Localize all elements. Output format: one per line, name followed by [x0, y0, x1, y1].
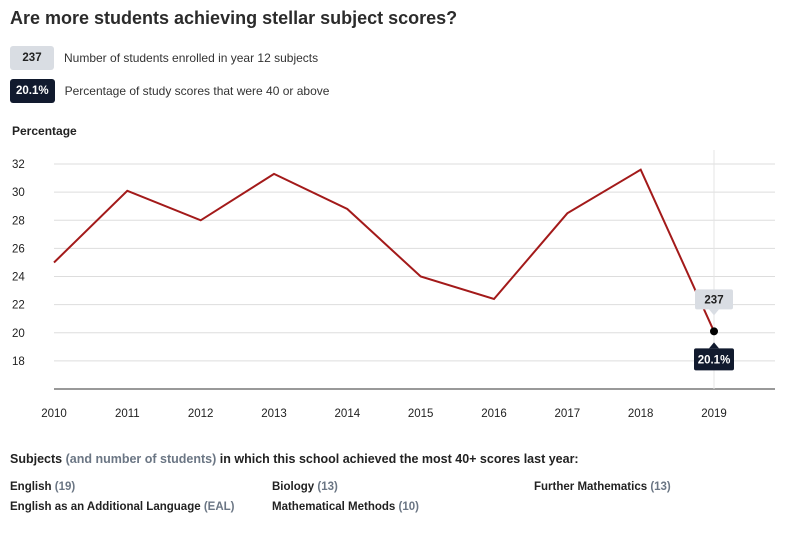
subject-count: (19): [54, 481, 76, 493]
y-tick-label: 18: [12, 356, 25, 368]
subject-name: English as an Additional Language: [10, 501, 201, 513]
y-tick-label: 26: [12, 243, 25, 255]
students-badge: 237: [10, 46, 54, 70]
subject-count: (13): [650, 481, 671, 493]
x-tick-label: 2014: [335, 408, 361, 420]
subject-name: Further Mathematics: [534, 481, 648, 493]
y-tick-label: 30: [12, 187, 25, 199]
students-legend-label: Number of students enrolled in year 12 s…: [64, 51, 319, 65]
x-tick-label: 2013: [261, 408, 287, 420]
y-tick-label: 20: [12, 328, 25, 340]
y-tick-label: 32: [12, 159, 25, 171]
subject-count: (10): [398, 501, 419, 513]
subjects-heading-main: Subjects: [10, 452, 63, 466]
subject-name: Biology: [272, 481, 315, 493]
x-tick-label: 2016: [481, 408, 507, 420]
grid-lines: [54, 163, 775, 362]
x-tick-label: 2011: [115, 408, 140, 420]
data-point-marker: [710, 327, 718, 336]
subject-name: Mathematical Methods: [272, 501, 396, 513]
tooltip-percentage-box: [694, 348, 734, 371]
series-line-percentage[interactable]: [53, 168, 715, 332]
y-tick-labels: 18 20 22 24 26 28 30 32: [12, 159, 25, 368]
y-tick-label: 28: [12, 215, 25, 227]
percentage-badge: 20.1%: [10, 79, 55, 103]
x-tick-labels: 2010 2011 2012 2013 2014 2015 2016 2017 2018 2019: [41, 408, 727, 420]
subject-item: Biology (13): [272, 481, 338, 493]
y-tick-label: 24: [12, 272, 25, 284]
subject-count: (EAL): [203, 501, 235, 513]
tooltip-students-box: [695, 289, 733, 310]
subject-item: English as an Additional Language (EAL): [10, 501, 235, 513]
tooltip: 237 20.1%: [694, 289, 734, 371]
subject-item: English (19): [10, 481, 75, 493]
x-tick-label: 2010: [41, 408, 67, 420]
subjects-heading: Subjects (and number of students) in whi…: [10, 452, 579, 466]
subject-item: Mathematical Methods (10): [272, 501, 419, 513]
percentage-legend-label: Percentage of study scores that were 40 …: [64, 84, 330, 98]
legend-students: 237 Number of students enrolled in year …: [10, 46, 318, 70]
tooltip-students-pointer: [709, 309, 719, 316]
x-tick-label: 2012: [188, 408, 214, 420]
x-tick-label: 2019: [701, 408, 727, 420]
x-tick-label: 2017: [555, 408, 581, 420]
subjects-heading-paren: (and number of students): [65, 452, 217, 466]
tooltip-students-value: 237: [704, 294, 723, 306]
subject-count: (13): [317, 481, 338, 493]
legend-percentage: 20.1% Percentage of study scores that we…: [10, 79, 329, 103]
y-tick-label: 22: [12, 300, 25, 312]
subjects-heading-rest: in which this school achieved the most 4…: [219, 452, 579, 466]
tooltip-percentage-pointer: [709, 342, 719, 349]
tooltip-percentage-value: 20.1%: [698, 354, 731, 366]
subject-item: Further Mathematics (13): [534, 481, 671, 493]
y-axis-title: Percentage: [12, 124, 77, 138]
x-tick-label: 2018: [628, 408, 654, 420]
x-tick-label: 2015: [408, 408, 434, 420]
chart-title: Are more students achieving stellar subj…: [10, 8, 458, 28]
subject-name: English: [10, 481, 52, 493]
